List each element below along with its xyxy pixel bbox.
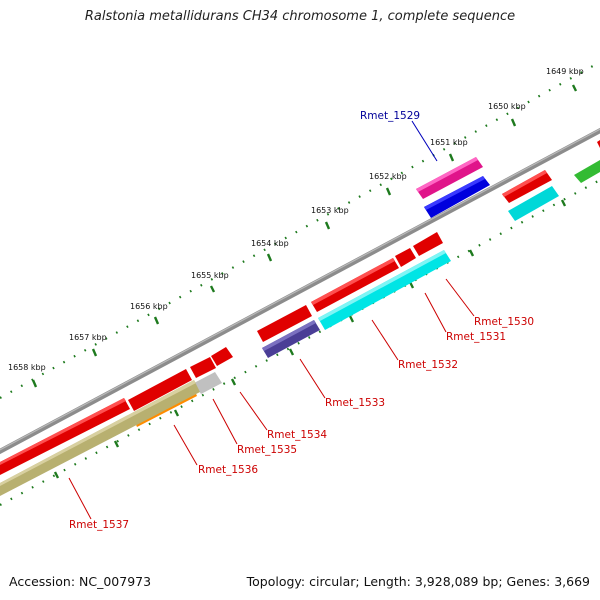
minor-tick bbox=[288, 348, 295, 356]
minor-tick bbox=[348, 315, 355, 323]
gene-red-far-left-top bbox=[0, 398, 126, 465]
chromosome-backbone bbox=[0, 127, 600, 455]
reverse-strand-genes bbox=[0, 250, 451, 496]
tick-label-1656: 1656 kbp bbox=[130, 302, 168, 311]
leader-rmet-1532 bbox=[371, 319, 399, 361]
gene-label-rmet-1535[interactable]: Rmet_1535 bbox=[237, 444, 297, 456]
gene-rmet-1531-shape[interactable] bbox=[311, 258, 399, 312]
gene-red-small-b-shape[interactable] bbox=[211, 347, 233, 366]
gene-rmet-1535-shape[interactable] bbox=[194, 372, 222, 394]
minor-tick bbox=[53, 471, 60, 479]
gene-blue-top bbox=[424, 176, 485, 210]
gene-blue-shape[interactable] bbox=[424, 176, 490, 218]
leader-rmet-1533 bbox=[299, 358, 326, 399]
leader-rmet-1535 bbox=[212, 398, 238, 445]
leader-rmet-1536 bbox=[173, 424, 198, 466]
gene-rmet-1531-top bbox=[311, 258, 395, 305]
minor-tick bbox=[560, 199, 567, 207]
gene-red-tiny-shape[interactable] bbox=[395, 248, 416, 267]
gene-rmet-1531-small-shape[interactable] bbox=[413, 232, 443, 256]
major-tick bbox=[91, 348, 98, 357]
gene-green-edge-shape[interactable] bbox=[574, 160, 600, 183]
major-tick bbox=[448, 153, 455, 162]
tick-label-1651: 1651 kbp bbox=[430, 138, 468, 147]
map-title: Ralstonia metallidurans CH34 chromosome … bbox=[84, 9, 516, 24]
topology-text: Topology: circular; Length: 3,928,089 bp… bbox=[246, 574, 590, 589]
inner-scale-ring bbox=[0, 179, 600, 506]
outer-scale-ring bbox=[0, 61, 600, 399]
gene-rmet-1529-shape[interactable] bbox=[416, 157, 483, 199]
gene-red-right-top bbox=[502, 170, 547, 197]
gene-rmet-1537-top bbox=[0, 380, 196, 486]
gene-rmet-1533-top bbox=[262, 320, 316, 351]
gene-cyan-right-shape[interactable] bbox=[508, 186, 559, 221]
major-tick bbox=[266, 253, 273, 262]
forward-strand-genes bbox=[0, 140, 600, 475]
leader-rmet-1529 bbox=[411, 120, 438, 162]
leader-rmet-1531 bbox=[424, 292, 447, 333]
kbp-tick-labels: 1649 kbp 1650 kbp 1651 kbp 1652 kbp 1653… bbox=[8, 67, 584, 372]
major-tick bbox=[571, 84, 578, 92]
major-tick bbox=[209, 285, 216, 293]
gene-labels: Rmet_1529 Rmet_1530 Rmet_1531 Rmet_1532 … bbox=[69, 110, 534, 531]
tick-label-1657: 1657 kbp bbox=[69, 333, 107, 342]
outer-scale-dots bbox=[0, 61, 600, 399]
major-tick bbox=[31, 379, 38, 388]
gene-rmet-1533-shape[interactable] bbox=[262, 320, 320, 358]
label-leader-lines bbox=[68, 120, 475, 520]
gene-label-rmet-1530[interactable]: Rmet_1530 bbox=[474, 316, 534, 328]
gene-label-rmet-1534[interactable]: Rmet_1534 bbox=[267, 429, 327, 441]
tick-label-1655: 1655 kbp bbox=[191, 271, 229, 280]
tick-label-1653: 1653 kbp bbox=[311, 206, 349, 215]
gene-red-edge-shape[interactable] bbox=[597, 140, 600, 148]
gene-rmet-1529-top bbox=[416, 157, 478, 192]
gene-label-rmet-1531[interactable]: Rmet_1531 bbox=[446, 331, 506, 343]
minor-tick bbox=[230, 378, 237, 386]
minor-tick bbox=[468, 249, 475, 257]
gene-label-rmet-1536[interactable]: Rmet_1536 bbox=[198, 464, 258, 476]
gene-rmet-1534-shape[interactable] bbox=[257, 305, 312, 342]
inner-scale-dots bbox=[0, 179, 600, 506]
gene-red-small-a-shape[interactable] bbox=[190, 357, 216, 378]
gene-label-rmet-1537[interactable]: Rmet_1537 bbox=[69, 519, 129, 531]
major-tick bbox=[385, 187, 392, 196]
gene-red-left-shape[interactable] bbox=[128, 369, 192, 411]
major-tick bbox=[510, 118, 517, 127]
tick-label-1652: 1652 kbp bbox=[369, 172, 407, 181]
major-tick bbox=[324, 221, 331, 230]
tick-label-1649: 1649 kbp bbox=[546, 67, 584, 76]
minor-tick bbox=[113, 440, 120, 448]
gene-rmet-1532-shape[interactable] bbox=[318, 250, 451, 330]
gene-red-far-left-shape[interactable] bbox=[0, 398, 130, 475]
gene-label-rmet-1529[interactable]: Rmet_1529 bbox=[360, 110, 420, 122]
tick-label-1658: 1658 kbp bbox=[8, 363, 46, 372]
gene-rmet-1532-top bbox=[318, 250, 446, 321]
gene-rmet-1537-shape[interactable] bbox=[0, 380, 200, 496]
major-tick bbox=[153, 316, 160, 325]
tick-label-1654: 1654 kbp bbox=[251, 239, 289, 248]
leader-rmet-1534 bbox=[239, 391, 268, 431]
leader-rmet-1537 bbox=[68, 477, 92, 520]
gene-label-rmet-1532[interactable]: Rmet_1532 bbox=[398, 359, 458, 371]
minor-tick bbox=[173, 409, 180, 417]
tick-label-1650: 1650 kbp bbox=[488, 102, 526, 111]
accession-text: Accession: NC_007973 bbox=[9, 574, 152, 589]
gene-label-rmet-1533[interactable]: Rmet_1533 bbox=[325, 397, 385, 409]
leader-rmet-1530 bbox=[445, 278, 475, 317]
chromosome-backbone-highlight bbox=[0, 128, 600, 451]
gene-red-right-shape[interactable] bbox=[502, 170, 552, 203]
